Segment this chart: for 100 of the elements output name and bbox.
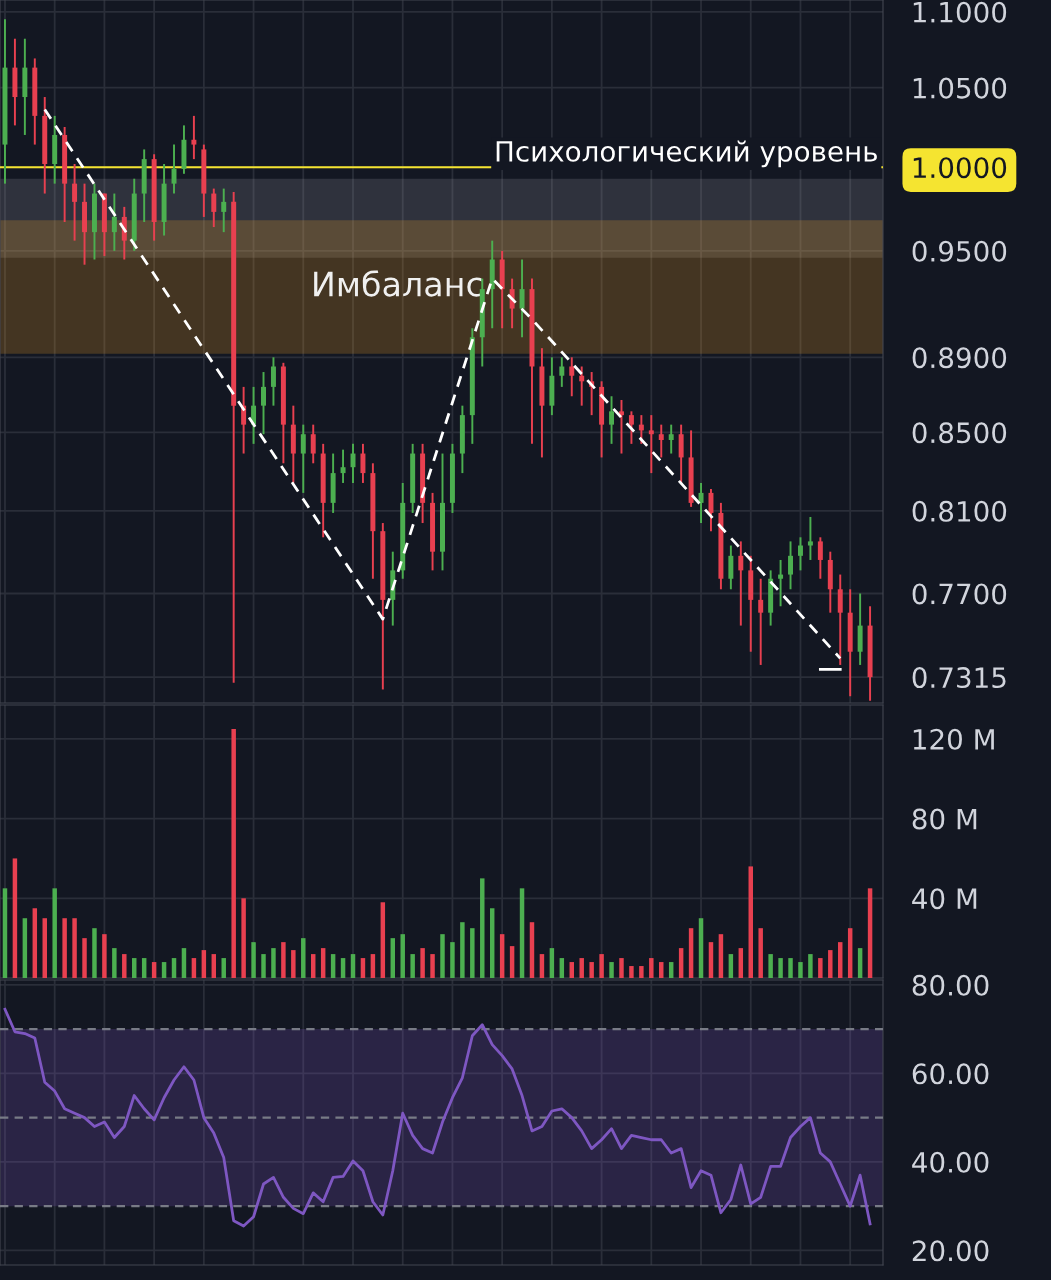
candlestick bbox=[658, 423, 664, 459]
bar bbox=[330, 954, 336, 978]
bar bbox=[758, 928, 763, 978]
bar bbox=[102, 934, 107, 978]
candlestick bbox=[72, 163, 78, 242]
bar bbox=[430, 954, 435, 978]
bar bbox=[728, 954, 734, 978]
y-tick-label: 1.0000 bbox=[913, 157, 1007, 179]
bar bbox=[151, 962, 157, 978]
bar bbox=[649, 958, 654, 978]
bar bbox=[420, 948, 425, 978]
candlestick bbox=[728, 544, 734, 591]
bar bbox=[828, 950, 833, 978]
bar bbox=[92, 928, 97, 978]
candlestick bbox=[807, 515, 813, 561]
bar bbox=[191, 958, 197, 978]
bar bbox=[320, 948, 326, 978]
candlestick bbox=[519, 258, 525, 339]
bar bbox=[52, 888, 57, 978]
y-tick-label: 120 M bbox=[913, 728, 994, 750]
bar bbox=[141, 958, 147, 978]
bar bbox=[161, 962, 167, 978]
bar bbox=[201, 950, 207, 978]
bar bbox=[301, 938, 306, 978]
bar bbox=[529, 922, 535, 978]
candlestick bbox=[211, 187, 217, 229]
bar bbox=[350, 954, 356, 978]
bar bbox=[698, 918, 704, 978]
bar bbox=[788, 958, 793, 978]
bar bbox=[718, 934, 724, 978]
bar bbox=[390, 938, 396, 978]
candlestick bbox=[618, 399, 624, 455]
bar bbox=[539, 954, 545, 978]
bar bbox=[470, 928, 475, 978]
candlestick bbox=[758, 577, 764, 666]
bar bbox=[619, 958, 624, 978]
bar bbox=[678, 948, 684, 978]
bar bbox=[211, 954, 217, 978]
candlestick bbox=[648, 414, 654, 475]
bar bbox=[738, 948, 744, 978]
candlestick bbox=[609, 395, 615, 445]
bar bbox=[22, 918, 28, 978]
bar bbox=[261, 954, 266, 978]
candlestick bbox=[797, 536, 803, 572]
bar bbox=[112, 948, 117, 978]
bar bbox=[798, 962, 803, 978]
y-tick-label: 80 M bbox=[912, 808, 977, 830]
y-tick-label: 0.8100 bbox=[912, 500, 1007, 522]
bar bbox=[82, 938, 87, 978]
line-series bbox=[3, 1007, 872, 1228]
bar bbox=[659, 962, 664, 978]
bar bbox=[360, 958, 366, 978]
bar bbox=[410, 954, 415, 978]
candlestick bbox=[698, 482, 704, 525]
bar bbox=[519, 888, 525, 978]
bar bbox=[688, 928, 694, 978]
candlestick bbox=[300, 423, 306, 494]
bar bbox=[768, 954, 773, 978]
candlestick bbox=[668, 423, 674, 455]
candlestick bbox=[788, 540, 794, 591]
bar bbox=[231, 728, 236, 978]
candlestick bbox=[817, 536, 823, 580]
bar bbox=[589, 962, 594, 978]
candlestick bbox=[678, 423, 684, 484]
bar bbox=[639, 966, 644, 978]
bar bbox=[778, 958, 783, 978]
bar bbox=[310, 954, 316, 978]
bar bbox=[32, 908, 38, 978]
y-tick-label: 20.00 bbox=[912, 1240, 989, 1262]
bar bbox=[629, 966, 634, 978]
candlestick bbox=[778, 558, 784, 608]
bar bbox=[72, 918, 77, 978]
candlestick bbox=[360, 442, 366, 484]
bar bbox=[440, 934, 445, 978]
bar bbox=[857, 948, 863, 978]
y-tick-label: 1.0500 bbox=[913, 77, 1007, 99]
bar bbox=[122, 954, 127, 978]
bar bbox=[171, 958, 177, 978]
bar bbox=[499, 934, 505, 978]
y-tick-label: 80.00 bbox=[912, 974, 989, 996]
bar bbox=[271, 948, 276, 978]
candlestick bbox=[221, 187, 227, 234]
candlestick bbox=[261, 371, 266, 436]
bar bbox=[132, 958, 137, 978]
bar bbox=[708, 942, 714, 978]
candlestick bbox=[559, 356, 565, 388]
candlestick bbox=[628, 410, 634, 445]
bar bbox=[579, 958, 584, 978]
y-tick-label: 60.00 bbox=[912, 1063, 989, 1085]
candlestick bbox=[191, 114, 197, 161]
bar bbox=[609, 962, 614, 978]
y-tick-label: 0.8500 bbox=[912, 422, 1007, 444]
bar bbox=[748, 866, 753, 978]
bar bbox=[559, 958, 565, 978]
y-tick-label: 1.1000 bbox=[913, 1, 1007, 23]
bar bbox=[42, 918, 47, 978]
bar bbox=[181, 948, 187, 978]
bar bbox=[838, 942, 843, 978]
ref-line-label: Психологический уровень bbox=[496, 140, 877, 168]
y-tick-label: 0.7700 bbox=[912, 583, 1007, 605]
